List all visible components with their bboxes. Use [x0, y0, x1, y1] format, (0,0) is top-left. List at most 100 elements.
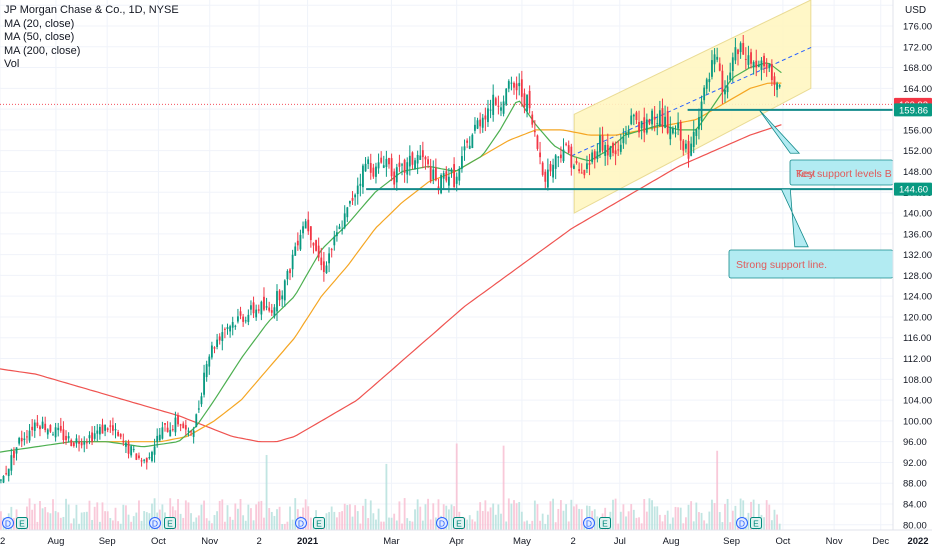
dividend-marker[interactable] — [149, 517, 161, 529]
volume-bar — [541, 513, 544, 530]
volume-bar — [72, 518, 75, 530]
candle-body — [122, 440, 125, 443]
volume-bar — [362, 505, 364, 530]
candle-body — [205, 364, 208, 378]
volume-bar — [382, 521, 385, 530]
dividend-marker[interactable] — [736, 517, 748, 529]
symbol-title[interactable]: JP Morgan Chase & Co., 1D, NYSE — [4, 4, 179, 16]
volume-bar — [679, 507, 682, 530]
volume-bar — [658, 514, 661, 530]
price-axis[interactable]: USD176.00172.00168.00164.00160.00156.001… — [892, 0, 932, 531]
candle-body — [752, 62, 755, 68]
earnings-marker[interactable] — [164, 517, 176, 529]
candle-body — [578, 169, 581, 172]
volume-bar — [33, 503, 36, 530]
volume-bar — [731, 510, 734, 530]
candle-body — [414, 160, 416, 169]
callout-pointer-1[interactable] — [758, 109, 801, 154]
earnings-marker[interactable] — [453, 517, 465, 529]
dividend-marker[interactable] — [295, 517, 307, 529]
volume-bar — [289, 506, 291, 530]
candle-body — [674, 132, 677, 134]
callout-pointer-2[interactable] — [780, 188, 809, 248]
dividend-marker[interactable] — [2, 517, 14, 529]
volume-bar — [265, 454, 268, 530]
volume-bar — [109, 518, 112, 530]
volume-bar — [614, 498, 617, 530]
candle-body — [497, 105, 500, 107]
candle-body — [445, 171, 448, 181]
price-channel[interactable] — [571, 0, 813, 214]
volume-bar — [184, 500, 187, 530]
candle-body — [13, 451, 15, 458]
candle-body — [580, 172, 583, 174]
time-tick-label: Oct — [151, 536, 166, 547]
volume-bar — [380, 521, 383, 530]
time-tick-label: 2 — [0, 536, 5, 547]
volume-bar — [309, 517, 312, 530]
volume-bar — [117, 521, 120, 530]
volume-bar — [263, 517, 265, 530]
volume-bar — [653, 506, 656, 530]
candle-body — [166, 427, 169, 433]
channel-fill[interactable] — [573, 0, 812, 214]
candle-body — [687, 141, 690, 159]
legend-ma50[interactable]: MA (50, close) — [4, 31, 75, 43]
earnings-marker[interactable] — [599, 517, 611, 529]
volume-bar — [711, 499, 713, 530]
legend-ma20[interactable]: MA (20, close) — [4, 17, 75, 30]
candle-body — [231, 322, 234, 328]
dividend-marker[interactable] — [436, 517, 448, 529]
time-tick-label: Aug — [663, 536, 680, 547]
volume-bar — [346, 505, 349, 530]
volume-bar — [46, 512, 49, 530]
candle-body — [380, 157, 383, 163]
candle-body — [612, 143, 614, 153]
candle-body — [101, 424, 104, 434]
candle-body — [705, 79, 708, 89]
candle-body — [385, 158, 388, 167]
candle-body — [552, 164, 554, 178]
candle-body — [98, 426, 101, 435]
volume-bar — [500, 513, 502, 530]
candle-body — [765, 63, 768, 69]
volume-bar — [62, 516, 65, 530]
volume-bar — [190, 513, 192, 530]
price-tick-label: 128.00 — [903, 271, 932, 282]
volume-bar — [260, 500, 263, 530]
legend-vol[interactable]: Vol — [4, 58, 20, 70]
price-tick-label: 92.00 — [903, 458, 927, 469]
candle-body — [609, 146, 612, 157]
candle-body — [635, 112, 638, 121]
candle-body — [388, 157, 390, 165]
volume-bar — [85, 511, 88, 530]
candle-body — [770, 64, 773, 81]
earnings-marker[interactable] — [16, 517, 28, 529]
candle-body — [617, 149, 620, 151]
candle-body — [304, 221, 307, 229]
volume-bar — [507, 498, 510, 530]
volume-bar — [414, 509, 416, 530]
volume-bar — [177, 499, 179, 530]
earnings-marker[interactable] — [313, 517, 325, 529]
time-tick-label: 2 — [571, 536, 576, 547]
volume-bar — [666, 510, 669, 530]
candle-body — [484, 115, 487, 120]
candle-body — [648, 119, 651, 124]
time-axis[interactable]: 2 Aug Sep Oct Nov 2 2021 Mar Apr May 2 Jul Aug Sep Oct… — [0, 529, 932, 550]
earnings-marker[interactable] — [750, 517, 762, 529]
candle-body — [408, 155, 411, 167]
volume-bar — [708, 511, 711, 530]
candle-body — [184, 425, 187, 430]
dividend-marker[interactable] — [583, 517, 595, 529]
candle-body — [750, 52, 752, 64]
volume-bar — [135, 512, 138, 530]
legend-ma200[interactable]: MA (200, close) — [4, 44, 81, 57]
candle-body — [213, 347, 216, 349]
candle-body — [471, 134, 474, 149]
time-tick-label: Mar — [383, 536, 399, 547]
candle-body — [716, 56, 719, 60]
